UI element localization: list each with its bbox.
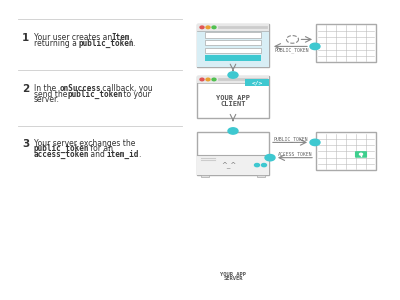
Text: server.: server. <box>34 95 60 104</box>
Text: In the: In the <box>34 84 58 93</box>
Text: callback, you: callback, you <box>100 84 153 93</box>
Text: access_token: access_token <box>34 150 90 159</box>
Text: returning a: returning a <box>34 39 79 48</box>
Circle shape <box>262 164 266 167</box>
Text: public_token: public_token <box>34 144 90 153</box>
Circle shape <box>206 78 210 81</box>
Text: </>: </> <box>251 80 263 85</box>
Text: item_id: item_id <box>106 150 139 159</box>
Circle shape <box>310 43 320 50</box>
FancyBboxPatch shape <box>257 176 265 177</box>
FancyBboxPatch shape <box>316 132 376 170</box>
Circle shape <box>212 26 216 28</box>
FancyBboxPatch shape <box>197 31 269 68</box>
FancyBboxPatch shape <box>197 24 269 31</box>
Text: .: . <box>138 150 140 159</box>
Text: send the: send the <box>34 90 70 99</box>
Circle shape <box>200 26 204 28</box>
Text: YOUR APP: YOUR APP <box>220 272 246 277</box>
Circle shape <box>360 153 362 155</box>
Circle shape <box>212 78 216 81</box>
Circle shape <box>200 78 204 81</box>
FancyBboxPatch shape <box>205 48 261 53</box>
FancyBboxPatch shape <box>316 24 376 62</box>
Circle shape <box>265 154 275 161</box>
Text: and: and <box>88 150 107 159</box>
Text: .: . <box>132 39 135 48</box>
FancyBboxPatch shape <box>245 79 269 86</box>
FancyBboxPatch shape <box>201 176 209 177</box>
Text: ,: , <box>130 33 132 42</box>
FancyBboxPatch shape <box>197 76 269 83</box>
FancyBboxPatch shape <box>205 32 261 38</box>
Text: to your: to your <box>121 90 151 99</box>
Text: ^_^: ^_^ <box>221 162 237 169</box>
Text: ACCESS_TOKEN: ACCESS_TOKEN <box>278 152 312 157</box>
Text: onSuccess: onSuccess <box>60 84 102 93</box>
FancyBboxPatch shape <box>197 24 269 68</box>
Text: 1: 1 <box>22 33 29 43</box>
FancyBboxPatch shape <box>197 76 269 118</box>
Text: for an: for an <box>88 144 113 153</box>
Circle shape <box>228 128 238 134</box>
Text: PUBLIC_TOKEN: PUBLIC_TOKEN <box>274 48 309 53</box>
Text: Your user creates an: Your user creates an <box>34 33 115 42</box>
Text: SERVER: SERVER <box>223 276 243 281</box>
FancyBboxPatch shape <box>205 40 261 45</box>
Circle shape <box>206 26 210 28</box>
Text: CLIENT: CLIENT <box>220 101 246 107</box>
FancyBboxPatch shape <box>205 55 261 61</box>
Circle shape <box>254 164 260 167</box>
FancyBboxPatch shape <box>197 155 269 176</box>
Text: public_token: public_token <box>78 39 134 48</box>
FancyBboxPatch shape <box>197 132 269 176</box>
Text: YOUR APP: YOUR APP <box>216 95 250 101</box>
Text: Your server exchanges the: Your server exchanges the <box>34 139 135 148</box>
Text: public_token: public_token <box>67 90 123 99</box>
Circle shape <box>310 139 320 146</box>
Text: Item: Item <box>112 33 130 42</box>
Text: 3: 3 <box>22 139 29 148</box>
FancyBboxPatch shape <box>356 152 366 157</box>
Text: 2: 2 <box>22 84 29 94</box>
Text: PUBLIC_TOKEN: PUBLIC_TOKEN <box>274 136 308 142</box>
Circle shape <box>228 72 238 78</box>
